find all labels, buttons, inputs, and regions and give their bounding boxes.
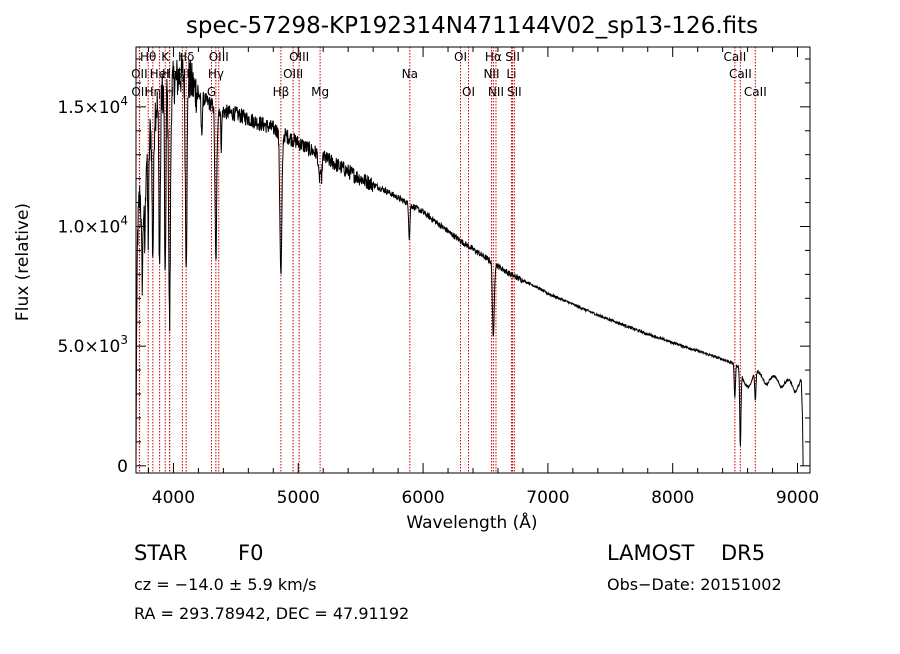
data-release: DR5 [721, 541, 765, 565]
spectral-line-label: Hη [145, 85, 162, 99]
spectral-line-label: HeI [150, 67, 170, 81]
survey-name: LAMOST [607, 541, 695, 565]
coordinates-text: RA = 293.78942, DEC = 47.91192 [134, 604, 409, 623]
x-tick-label: 7000 [526, 488, 569, 508]
y-tick-label: 1.0×104 [57, 213, 128, 237]
x-tick-label: 9000 [776, 488, 819, 508]
spectral-line-label: CaII [723, 50, 746, 64]
spectral-line-label: NII [483, 67, 499, 81]
spectrum-series [135, 52, 804, 466]
spectral-line-label: Hγ [208, 67, 224, 81]
y-axis: 0 5.0×103 1.0×104 1.5×104 [57, 58, 810, 477]
x-tick-label: 6000 [401, 488, 444, 508]
spectral-line-label: OIII [283, 67, 303, 81]
obs-date-text: Obs−Date: 20151002 [607, 575, 782, 594]
spectral-line-label: OI [454, 50, 467, 64]
spectral-line-label: Na [402, 67, 418, 81]
x-tick-label: 5000 [277, 488, 320, 508]
y-axis-label: Flux (relative) [13, 203, 33, 321]
spectral-line-label: Li [506, 67, 516, 81]
spectral-line-label: Hδ [178, 50, 194, 64]
spectral-line-label: CaII [744, 85, 767, 99]
spectral-line-label: Mg [311, 85, 329, 99]
spectral-line-label: SII [505, 50, 520, 64]
spectral-line-label: NII [488, 85, 504, 99]
spectral-line-label: Hα [485, 50, 502, 64]
spectral-line-label: OIII [289, 50, 309, 64]
x-tick-label: 4000 [152, 488, 195, 508]
spectral-line-label: Hβ [273, 85, 290, 99]
object-class: STAR [134, 541, 187, 565]
chart-title: spec-57298-KP192314N471144V02_sp13-126.f… [186, 13, 758, 39]
y-tick-label: 5.0×103 [57, 333, 128, 357]
spectral-line-label: OII [131, 85, 148, 99]
y-tick-label: 1.5×104 [57, 94, 128, 118]
y-tick-label: 0 [117, 457, 128, 477]
x-axis: 4000 5000 6000 7000 8000 9000 [147, 47, 819, 508]
spectral-line-label: Hθ [140, 50, 156, 64]
spectral-line-label: K [161, 50, 170, 64]
spectral-line-label: OI [462, 85, 475, 99]
x-tick-label: 8000 [651, 488, 694, 508]
spectral-line-markers: HθOIIOIIHηHeIKHHεHδSIIGHγOIIIHβOIIIOIIIM… [131, 47, 767, 473]
spectral-line-label: G [207, 85, 216, 99]
object-subclass: F0 [238, 541, 263, 565]
spectral-line-label: SII [507, 85, 522, 99]
spectral-line-label: OIII [209, 50, 229, 64]
x-axis-label: Wavelength (Å) [406, 511, 537, 533]
redshift-text: cz = −14.0 ± 5.9 km/s [134, 575, 317, 594]
spectrum-line [135, 52, 804, 466]
spectral-line-label: CaII [729, 67, 752, 81]
